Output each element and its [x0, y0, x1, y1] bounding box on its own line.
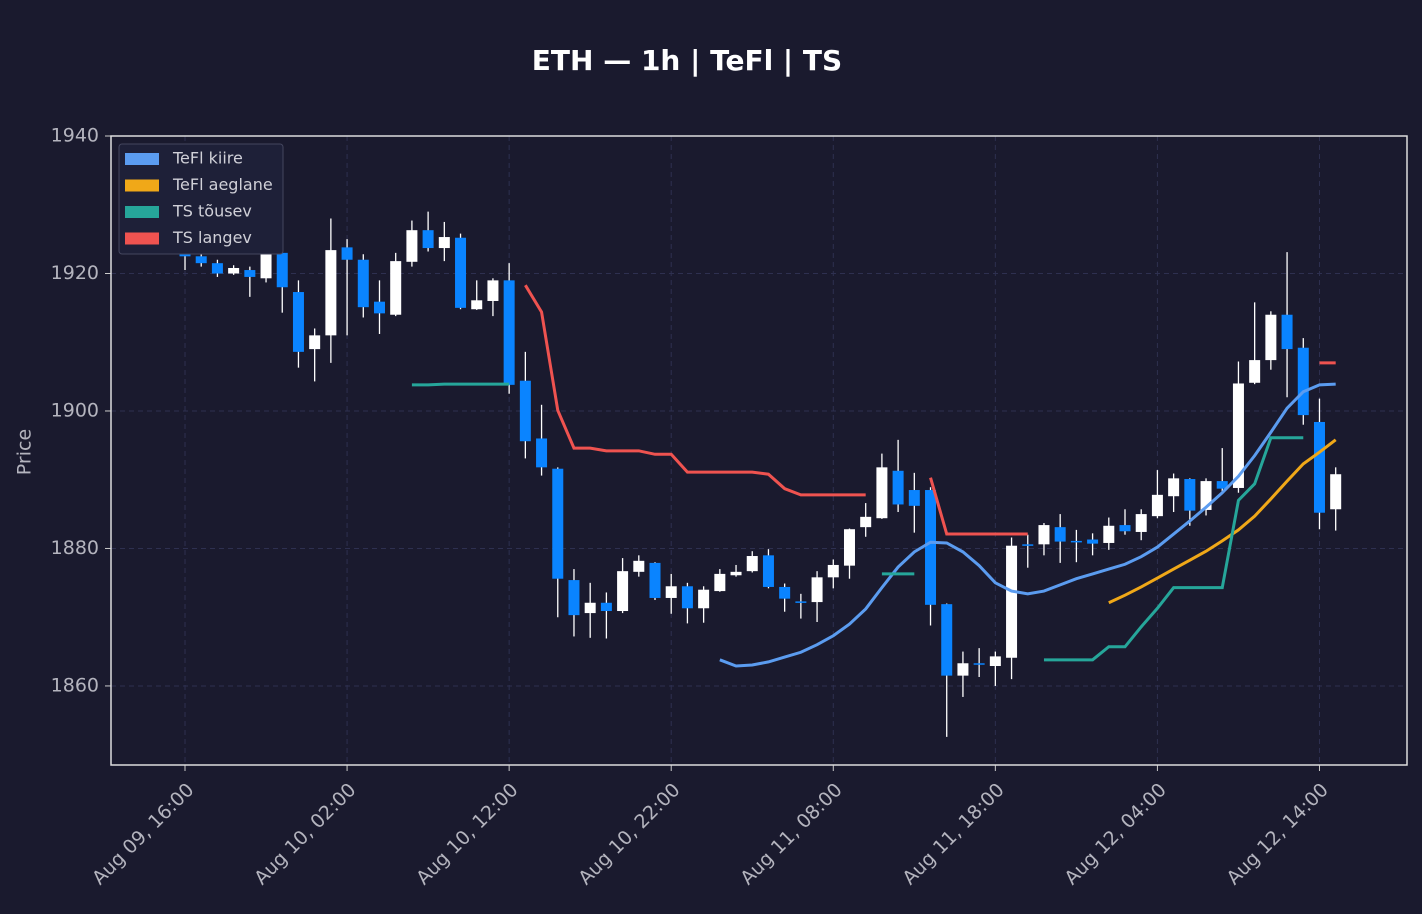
- indicator-line: [1043, 436, 1304, 662]
- candle-body: [730, 571, 742, 576]
- legend-box: [118, 143, 284, 255]
- candle-body: [925, 490, 937, 605]
- candle-body: [438, 237, 450, 249]
- candle-body: [1022, 544, 1034, 546]
- candle-body: [503, 280, 515, 385]
- legend-label: TeFl kiire: [172, 149, 243, 168]
- candle-body: [1135, 514, 1147, 532]
- plot-frame: [110, 135, 1408, 766]
- legend-label: TS langev: [172, 228, 252, 247]
- candle-body: [746, 556, 758, 572]
- candle-body: [584, 602, 596, 614]
- candle-body: [1281, 314, 1293, 350]
- candle-body: [1087, 539, 1099, 544]
- candle-body: [1313, 421, 1325, 513]
- candle-body: [1216, 481, 1228, 489]
- y-axis-label: Price: [14, 429, 36, 475]
- indicator-line: [1108, 438, 1337, 605]
- candle-body: [633, 560, 645, 572]
- candle-body: [1119, 525, 1131, 532]
- candle-body: [1038, 525, 1050, 545]
- candle-body: [617, 571, 629, 612]
- candle-body: [714, 573, 726, 592]
- legend-label: TeFl aeglane: [172, 175, 273, 194]
- candle-body: [1103, 525, 1115, 543]
- candle-body: [762, 555, 774, 587]
- candle-body: [957, 663, 969, 676]
- candle-body: [373, 301, 385, 314]
- candle-body: [1265, 314, 1277, 361]
- candle-body: [876, 467, 888, 519]
- candle-body: [244, 270, 256, 277]
- y-tick-label: 1900: [51, 399, 99, 421]
- candle-body: [568, 580, 580, 616]
- candle-body: [989, 656, 1001, 667]
- candle-body: [422, 230, 434, 249]
- candle-body: [276, 252, 288, 288]
- candle-body: [228, 267, 240, 274]
- y-tick-label: 1920: [51, 262, 99, 284]
- indicator-line: [524, 284, 866, 497]
- candle-body: [1232, 383, 1244, 488]
- candle-body: [681, 586, 693, 609]
- candle-body: [1297, 347, 1309, 416]
- legend-swatch: [125, 232, 159, 245]
- candle-body: [455, 237, 467, 308]
- candle-body: [471, 300, 483, 310]
- indicator-line: [719, 382, 1336, 668]
- legend-swatch: [125, 179, 159, 192]
- candle-body: [973, 663, 985, 665]
- candle-body: [357, 259, 369, 308]
- candle-body: [1168, 478, 1180, 497]
- candle-body: [843, 529, 855, 566]
- candle-body: [552, 468, 564, 579]
- indicator-line: [411, 382, 510, 387]
- candle-body: [1070, 540, 1082, 543]
- y-tick-label: 1940: [51, 125, 99, 147]
- candle-body: [892, 470, 904, 505]
- candle-body: [341, 247, 353, 260]
- candle-body: [811, 577, 823, 603]
- candle-body: [1054, 527, 1066, 542]
- candle-body: [698, 589, 710, 609]
- legend-swatch: [125, 153, 159, 165]
- legend-label: TS tõusev: [172, 202, 252, 221]
- candle-body: [908, 490, 920, 506]
- candle-body: [309, 335, 321, 350]
- candle-body: [195, 256, 207, 264]
- candle-body: [860, 516, 872, 528]
- legend-swatch: [125, 206, 159, 218]
- y-tick-label: 1880: [51, 537, 99, 559]
- candle-body: [211, 263, 223, 274]
- candle-body: [649, 562, 661, 598]
- candle-body: [1151, 494, 1163, 517]
- indicator-line: [929, 477, 1028, 536]
- candle-body: [827, 564, 839, 578]
- candle-body: [941, 604, 953, 676]
- candle-body: [779, 586, 791, 599]
- candle-body: [260, 252, 272, 279]
- candle-body: [795, 601, 807, 603]
- candle-body: [600, 602, 612, 612]
- candle-body: [1330, 474, 1342, 510]
- y-tick-label: 1860: [51, 674, 99, 696]
- candle-body: [1006, 545, 1018, 658]
- candle-body: [1200, 481, 1212, 510]
- candle-body: [1184, 479, 1196, 511]
- plot-area: [111, 136, 1407, 765]
- chart-title: ETH — 1h | TeFl | TS: [532, 44, 842, 77]
- candle-body: [665, 586, 677, 598]
- candle-body: [487, 280, 499, 301]
- candle-body: [519, 380, 531, 442]
- candle-body: [292, 292, 304, 352]
- candle-body: [406, 230, 418, 262]
- candle-body: [536, 438, 548, 468]
- candle-body: [390, 261, 402, 315]
- candle-body: [1249, 360, 1261, 383]
- candle-body: [325, 250, 337, 336]
